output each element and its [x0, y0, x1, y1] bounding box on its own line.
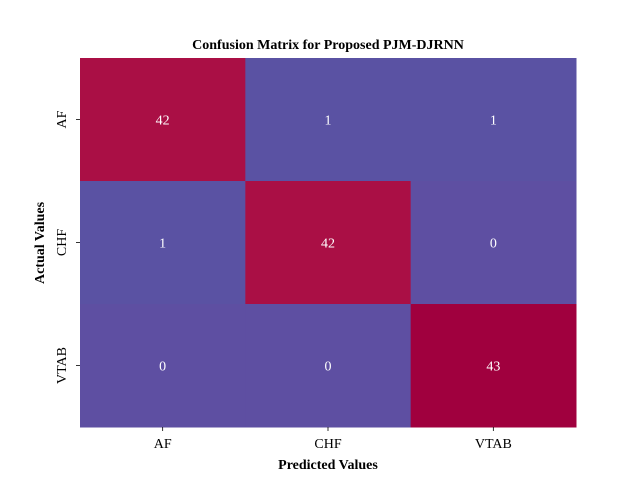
heatmap-cell-af-chf: [245, 58, 412, 182]
x-tick-label: AF: [154, 437, 172, 452]
x-tick-label: CHF: [314, 437, 341, 452]
chart-title: Confusion Matrix for Proposed PJM-DJRNN: [192, 38, 464, 53]
cell-value-label: 0: [159, 360, 166, 375]
y-tick-labels: AF CHF VTAB: [55, 110, 80, 384]
x-tick-label: VTAB: [475, 437, 512, 452]
heatmap-cells: [80, 58, 577, 428]
cell-value-label: 42: [321, 237, 335, 252]
cell-value-label: 42: [156, 114, 170, 129]
x-axis-label: Predicted Values: [278, 458, 378, 473]
heatmap-cell-vtab-af: [80, 304, 246, 428]
cell-value-label: 1: [325, 114, 332, 129]
cell-value-label: 0: [490, 237, 497, 252]
heatmap-cell-chf-chf: [245, 181, 412, 305]
y-tick-label: CHF: [55, 229, 70, 256]
cell-value-label: 1: [490, 114, 497, 129]
x-tick-labels: AF CHF VTAB: [154, 427, 512, 452]
heatmap-cell-chf-vtab: [410, 181, 577, 305]
heatmap-cell-vtab-chf: [245, 304, 412, 428]
y-tick-label: AF: [55, 110, 70, 128]
cell-value-label: 0: [325, 360, 332, 375]
y-tick-label: VTAB: [55, 347, 70, 384]
cell-value-label: 43: [486, 360, 500, 375]
heatmap-cell-af-vtab: [410, 58, 577, 182]
heatmap-cell-af-af: [80, 58, 246, 182]
y-axis-label: Actual Values: [33, 201, 48, 284]
cell-annotations: 42 1 1 1 42 0 0 0 43: [156, 114, 501, 375]
heatmap-cell-chf-af: [80, 181, 246, 305]
heatmap-cell-vtab-vtab: [410, 304, 577, 428]
cell-value-label: 1: [159, 237, 166, 252]
